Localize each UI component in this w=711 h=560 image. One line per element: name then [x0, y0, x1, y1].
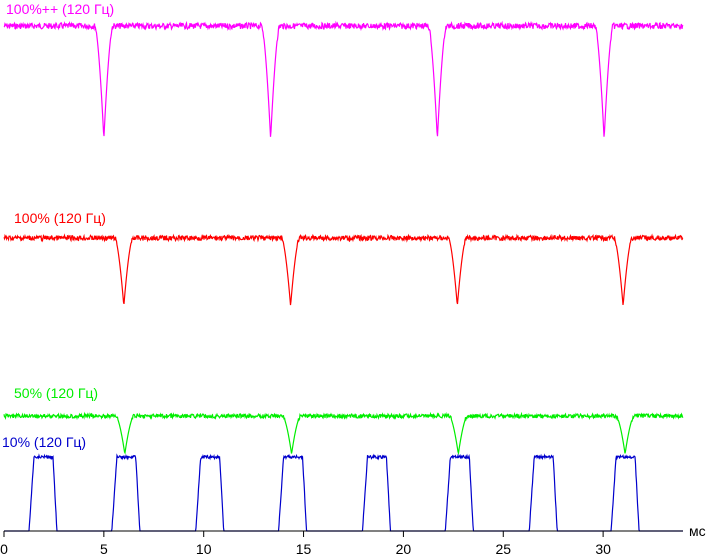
- x-ticks: 0 5 10 15 20 25 30: [0, 531, 611, 557]
- trace-10: [4, 453, 683, 532]
- series-label-50: 50% (120 Гц): [14, 385, 98, 401]
- series-label-100pp: 100%++ (120 Гц): [6, 1, 114, 17]
- x-tick-label: 10: [196, 541, 212, 557]
- x-tick-label: 5: [100, 541, 108, 557]
- trace-100: [3, 233, 684, 306]
- x-tick-label: 30: [595, 541, 611, 557]
- trace-50: [3, 411, 684, 455]
- series-label-100: 100% (120 Гц): [14, 210, 106, 226]
- x-tick-label: 20: [396, 541, 412, 557]
- x-axis-unit-label: мс: [689, 523, 706, 539]
- series-label-10: 10% (120 Гц): [2, 434, 86, 450]
- trace-100pp: [3, 20, 684, 137]
- traces: [3, 20, 684, 532]
- x-tick-label: 15: [296, 541, 312, 557]
- x-tick-label: 0: [0, 541, 8, 557]
- x-tick-label: 25: [495, 541, 511, 557]
